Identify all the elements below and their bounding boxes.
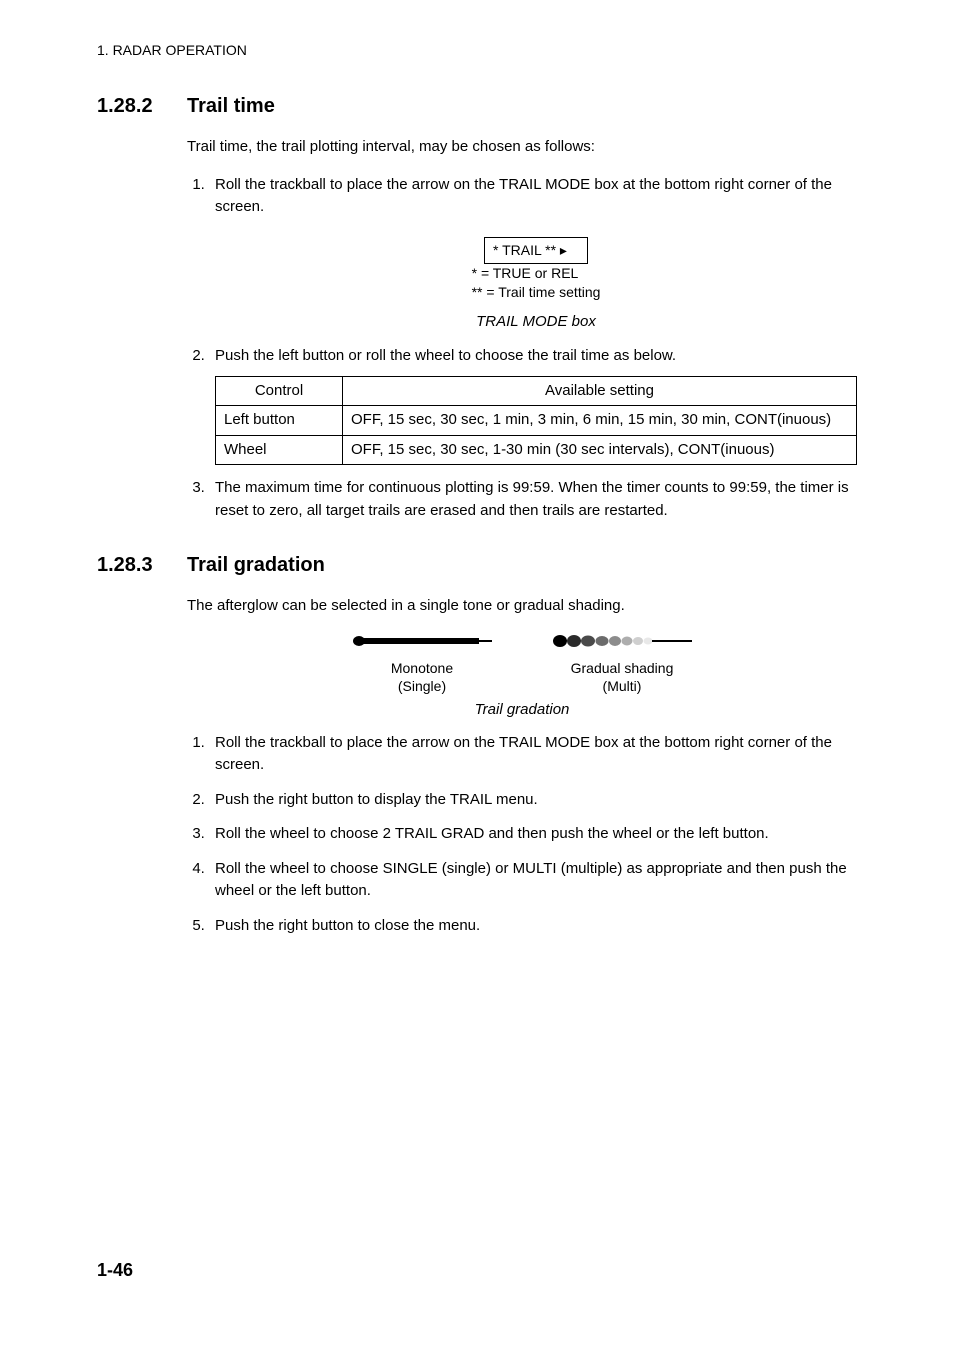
list-item: The maximum time for continuous plotting… <box>209 477 857 522</box>
table-header: Available setting <box>343 376 857 406</box>
intro-text: Trail time, the trail plotting interval,… <box>187 136 857 159</box>
table-cell: Left button <box>216 406 343 436</box>
step-text: Roll the trackball to place the arrow on… <box>215 734 832 774</box>
list-item: Roll the wheel to choose 2 TRAIL GRAD an… <box>209 823 857 846</box>
table-cell: OFF, 15 sec, 30 sec, 1 min, 3 min, 6 min… <box>343 406 857 436</box>
table-row: Wheel OFF, 15 sec, 30 sec, 1-30 min (30 … <box>216 435 857 465</box>
list-item: Push the left button or roll the wheel t… <box>209 345 857 465</box>
monotone-trail-icon <box>352 634 492 648</box>
step-text: Push the right button to display the TRA… <box>215 791 538 808</box>
step-text: Roll the trackball to place the arrow on… <box>215 176 832 216</box>
gradation-label: Gradual shading <box>552 659 692 677</box>
table-cell: Wheel <box>216 435 343 465</box>
legend-line: * = TRUE or REL <box>472 264 601 284</box>
table-cell: OFF, 15 sec, 30 sec, 1-30 min (30 sec in… <box>343 435 857 465</box>
figure-caption: TRAIL MODE box <box>215 311 857 334</box>
table-row: Left button OFF, 15 sec, 30 sec, 1 min, … <box>216 406 857 436</box>
section-number: 1.28.3 <box>97 550 187 580</box>
trail-mode-box: * TRAIL ** ▸ <box>484 237 588 264</box>
page-number: 1-46 <box>97 1257 857 1284</box>
gradation-label: Monotone <box>352 659 492 677</box>
section-title: Trail gradation <box>187 550 325 580</box>
section-heading: 1.28.2 Trail time <box>97 91 857 121</box>
legend-line: ** = Trail time setting <box>472 283 601 303</box>
step-text: Push the right button to close the menu. <box>215 917 480 934</box>
list-item: Roll the trackball to place the arrow on… <box>209 732 857 777</box>
list-item: Roll the trackball to place the arrow on… <box>209 174 857 334</box>
list-item: Push the right button to display the TRA… <box>209 789 857 812</box>
list-item: Push the right button to close the menu. <box>209 915 857 938</box>
table-row: Control Available setting <box>216 376 857 406</box>
gradual-trail-icon <box>552 634 692 648</box>
gradation-label: (Single) <box>352 677 492 695</box>
section-title: Trail time <box>187 91 275 121</box>
section-heading: 1.28.3 Trail gradation <box>97 550 857 580</box>
step-text: Roll the wheel to choose SINGLE (single)… <box>215 860 847 900</box>
page-header: 1. RADAR OPERATION <box>97 40 857 61</box>
section-number: 1.28.2 <box>97 91 187 121</box>
list-item: Roll the wheel to choose SINGLE (single)… <box>209 858 857 903</box>
table-header: Control <box>216 376 343 406</box>
figure-caption: Trail gradation <box>187 699 857 722</box>
step-text: The maximum time for continuous plotting… <box>215 479 849 519</box>
step-text: Roll the wheel to choose 2 TRAIL GRAD an… <box>215 825 769 842</box>
gradation-figure: Monotone (Single) Gradual shading (Multi… <box>187 633 857 696</box>
settings-table: Control Available setting Left button OF… <box>215 376 857 466</box>
gradation-label: (Multi) <box>552 677 692 695</box>
intro-text: The afterglow can be selected in a singl… <box>187 595 857 618</box>
step-text: Push the left button or roll the wheel t… <box>215 347 676 364</box>
